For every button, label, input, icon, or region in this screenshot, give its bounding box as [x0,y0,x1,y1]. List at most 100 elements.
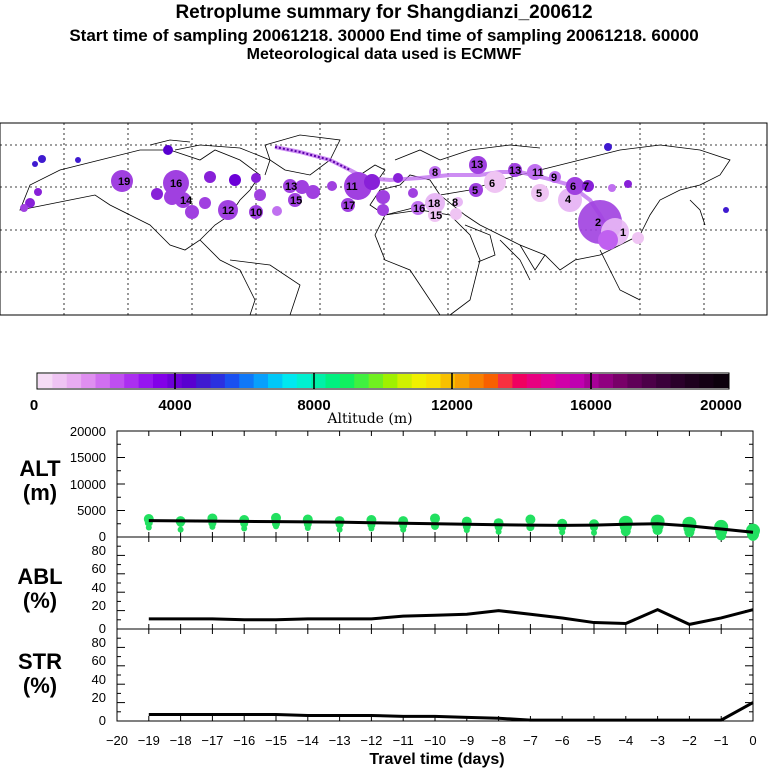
panel-ticks [116,430,754,722]
colorbar-cell [699,374,715,388]
cluster-label: 5 [472,185,478,197]
cluster-marker [549,171,561,183]
colorbar-tick: 0 [30,397,38,414]
str-unit: (%) [23,673,57,698]
cluster-marker [218,200,238,220]
cluster-label: 13 [509,165,521,177]
y-tick: 80 [92,635,106,650]
sampling-times: Start time of sampling 20061218. 30000 E… [69,26,699,45]
altitude-cluster-dot [209,523,216,530]
colorbar-cell [411,374,427,388]
map-frame [0,122,768,316]
cluster-marker [32,161,38,167]
altitude-cluster-dot [273,523,279,530]
colorbar-cell [426,374,442,388]
colorbar-cell [181,374,197,388]
met-data-note: Meteorological data used is ECMWF [246,46,522,63]
cluster-label: 16 [170,178,182,190]
colorbar-cell [253,374,269,388]
altitude-mean-line [148,519,754,534]
y-tick: 40 [92,672,106,687]
str-label: STR [18,649,62,674]
cluster-label: 5 [536,188,542,200]
colorbar-cell [483,374,499,388]
altitude-cluster-dot [177,526,184,533]
cluster-marker [34,188,42,196]
x-tick-label: −14 [297,733,319,748]
abl-yaxis: 80 60 40 20 0 [92,543,106,636]
x-tick-label: −10 [424,733,446,748]
altitude-cluster-dot [241,525,248,532]
altitude-cluster-dot [559,529,566,536]
cluster-label: 15 [430,210,442,222]
abl-unit: (%) [23,588,57,613]
cluster-label: 13 [285,181,297,193]
colorbar-cell [109,374,125,388]
x-tick-label: −9 [459,733,474,748]
x-tick-label: −3 [650,733,665,748]
cluster-marker [251,173,261,183]
cluster-label: 6 [489,178,495,190]
y-tick: 20 [92,690,106,705]
cluster-marker [408,188,418,198]
cluster-label: 10 [250,207,262,219]
altitude-cluster-dot [716,530,727,541]
colorbar-cell [325,374,341,388]
colorbar-label: Altitude (m) [326,411,412,427]
altitude-cluster-dot [432,523,438,530]
altitude-cluster-dot [495,528,502,535]
x-tick-label: −8 [491,733,506,748]
cluster-label: 17 [343,200,355,212]
cluster-label: 6 [570,181,576,193]
altitude-cluster-dot [304,524,311,531]
alt-plot [143,512,760,541]
cluster-labels: 19 16 14 12 10 13 15 11 17 16 18 15 8 13… [118,159,626,239]
cluster-marker [393,173,403,183]
colorbar-cell [613,374,628,388]
str-panel-frame [116,628,754,722]
cluster-marker [582,180,594,192]
colorbar-cell [383,374,398,388]
world-map: 19 16 14 12 10 13 15 11 17 16 18 15 8 13… [0,122,768,316]
colorbar-cell [598,374,614,388]
colorbar-cell [268,374,283,388]
colorbar-cell [498,374,513,388]
alt-label: ALT [19,456,61,481]
colorbar-cell [440,374,456,388]
cluster-marker [598,230,618,250]
cluster-marker [38,155,46,163]
cluster-marker [469,156,487,174]
colorbar-cell [196,374,212,388]
y-tick: 0 [99,713,106,728]
colorbar-cell [81,374,97,388]
cluster-marker [199,197,211,209]
x-tick-label: −13 [329,733,351,748]
cluster-label: 16 [413,203,425,215]
x-tick-label: −15 [265,733,287,748]
x-tick-label: −20 [106,733,128,748]
cluster-marker [204,171,216,183]
altitude-colorbar: 0 4000 8000 12000 16000 20000 Altitude (… [30,372,742,427]
cluster-marker [25,198,35,208]
str-yaxis: 80 60 40 20 0 [92,635,106,728]
x-tick-label: −12 [360,733,382,748]
x-tick-label: −5 [587,733,602,748]
x-axis-label: Travel time (days) [369,751,504,768]
colorbar-cell [656,374,672,388]
cluster-marker [306,185,320,199]
cluster-marker [111,170,133,192]
plume-clusters [20,143,729,250]
cluster-marker [288,193,302,207]
cluster-label: 9 [551,172,557,184]
cluster-marker [254,189,266,201]
cluster-marker [723,207,729,213]
abl-line [148,608,754,626]
colorbar-cell [397,374,413,388]
cluster-marker [624,180,632,188]
colorbar-cell [469,374,485,388]
cluster-marker [20,204,28,212]
cluster-marker [249,205,263,219]
colorbar-tick: 20000 [700,397,742,414]
y-tick: 20000 [70,424,106,439]
